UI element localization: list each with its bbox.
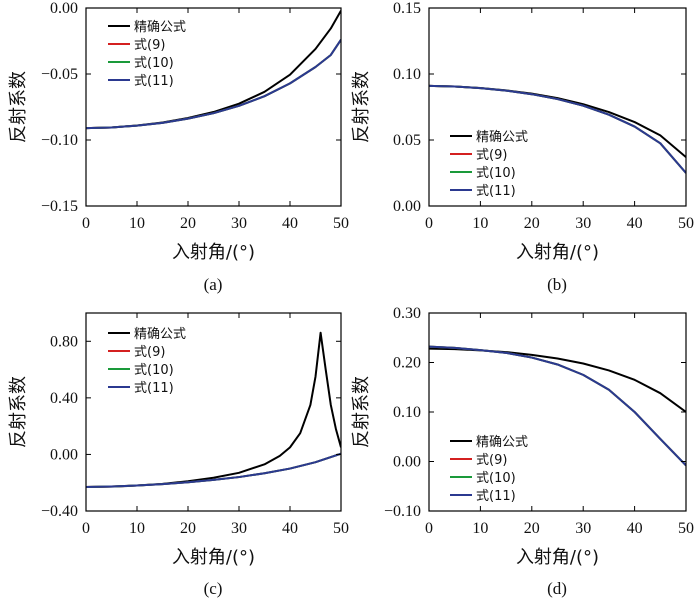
y-tick-label: −0.10	[384, 503, 421, 520]
y-tick-label: 0.80	[50, 333, 78, 350]
x-tick-label: 40	[282, 215, 298, 232]
chart-panel-4: 0 10 20 30 40 50 −0.10 0.00 0.10 0.20 0.30 入射角/(°) 反…	[351, 305, 694, 598]
series-line-4	[429, 345, 686, 467]
x-tick-label: 50	[333, 215, 349, 232]
x-tick-label: 30	[575, 215, 591, 232]
x-tick-label: 50	[333, 520, 349, 537]
legend-label: 式(11)	[134, 74, 174, 89]
legend-label: 式(9)	[476, 453, 507, 468]
panel-label: (b)	[547, 275, 567, 294]
y-tick-label: −0.05	[41, 66, 78, 83]
x-tick-label: 0	[82, 215, 90, 232]
x-tick-label: 10	[129, 520, 145, 537]
y-tick-label: 0.20	[393, 355, 421, 372]
legend-label: 式(9)	[134, 38, 165, 53]
y-axis-label: 反射系数	[8, 376, 29, 448]
series-line-2	[86, 39, 341, 130]
legend-label: 式(11)	[476, 184, 516, 199]
x-tick-label: 0	[425, 520, 433, 537]
plot-frame	[85, 7, 342, 207]
series-line-4	[86, 39, 341, 130]
panel-label: (d)	[547, 579, 567, 598]
x-axis-label: 入射角/(°)	[516, 547, 599, 568]
x-tick-label: 40	[627, 520, 643, 537]
panel-label: (c)	[204, 579, 223, 598]
x-tick-label: 10	[472, 520, 488, 537]
x-tick-label: 10	[129, 215, 145, 232]
x-tick-label: 20	[524, 215, 540, 232]
y-tick-label: 0.00	[393, 454, 421, 471]
legend-label: 精确公式	[476, 130, 528, 145]
plot-frame	[85, 312, 342, 512]
legend-label: 式(11)	[476, 489, 516, 504]
legend-label: 精确公式	[134, 20, 186, 35]
plot-frame	[428, 7, 687, 207]
x-tick-label: 10	[472, 215, 488, 232]
chart-panel-1: 0 10 20 30 40 50 −0.15 −0.10 −0.05 0.00 入射角/(°) 反射系…	[8, 0, 349, 294]
y-tick-label: 0.30	[393, 305, 421, 322]
y-tick-label: 0.10	[393, 404, 421, 421]
x-tick-label: 0	[425, 215, 433, 232]
y-tick-label: 0.00	[393, 198, 421, 215]
series-line-1	[86, 331, 341, 488]
series-line-1	[429, 84, 686, 158]
x-tick-label: 40	[282, 520, 298, 537]
y-axis-label: 反射系数	[351, 71, 372, 143]
y-tick-label: −0.15	[41, 198, 78, 215]
x-tick-label: 20	[180, 215, 196, 232]
x-tick-label: 50	[678, 520, 694, 537]
y-tick-label: 0.15	[393, 0, 421, 17]
x-tick-label: 20	[180, 520, 196, 537]
y-tick-label: −0.10	[41, 132, 78, 149]
series-line-3	[86, 39, 341, 130]
legend-label: 式(10)	[134, 56, 174, 71]
y-tick-label: 0.10	[393, 66, 421, 83]
legend-label: 式(10)	[476, 471, 516, 486]
x-tick-label: 50	[678, 215, 694, 232]
series-line-2	[86, 452, 341, 488]
legend-label: 式(11)	[134, 381, 174, 396]
chart-panel-3: 0 10 20 30 40 50 −0.40 0.00 0.40 0.80 入射角/(°) 反射系数 精…	[8, 312, 349, 598]
x-axis-label: 入射角/(°)	[516, 242, 599, 263]
x-axis-label: 入射角/(°)	[172, 242, 255, 263]
series-line-4	[429, 84, 686, 174]
series-line-4	[86, 452, 341, 488]
x-tick-label: 20	[524, 520, 540, 537]
legend-label: 式(10)	[134, 363, 174, 378]
legend-label: 式(10)	[476, 166, 516, 181]
y-axis-label: 反射系数	[8, 71, 29, 143]
legend-label: 精确公式	[476, 435, 528, 450]
x-tick-label: 40	[627, 215, 643, 232]
x-tick-label: 30	[575, 520, 591, 537]
series-line-1	[86, 10, 341, 130]
chart-panel-2: 0 10 20 30 40 50 0.00 0.05 0.10 0.15 入射角/(°) 反射系数精确…	[351, 0, 694, 294]
y-axis-label: 反射系数	[351, 376, 372, 448]
plot-frame	[428, 312, 687, 512]
x-tick-label: 30	[231, 215, 247, 232]
series-line-1	[429, 347, 686, 413]
y-tick-label: −0.40	[41, 503, 78, 520]
y-tick-label: 0.00	[50, 446, 78, 463]
y-tick-label: 0.05	[393, 132, 421, 149]
x-tick-label: 0	[82, 520, 90, 537]
legend-label: 式(9)	[476, 148, 507, 163]
panel-label: (a)	[204, 275, 223, 294]
legend-label: 精确公式	[134, 327, 186, 342]
legend-label: 式(9)	[134, 345, 165, 360]
y-tick-label: 0.00	[50, 0, 78, 17]
x-tick-label: 30	[231, 520, 247, 537]
y-tick-label: 0.40	[50, 390, 78, 407]
series-line-3	[86, 452, 341, 488]
x-axis-label: 入射角/(°)	[172, 547, 255, 568]
